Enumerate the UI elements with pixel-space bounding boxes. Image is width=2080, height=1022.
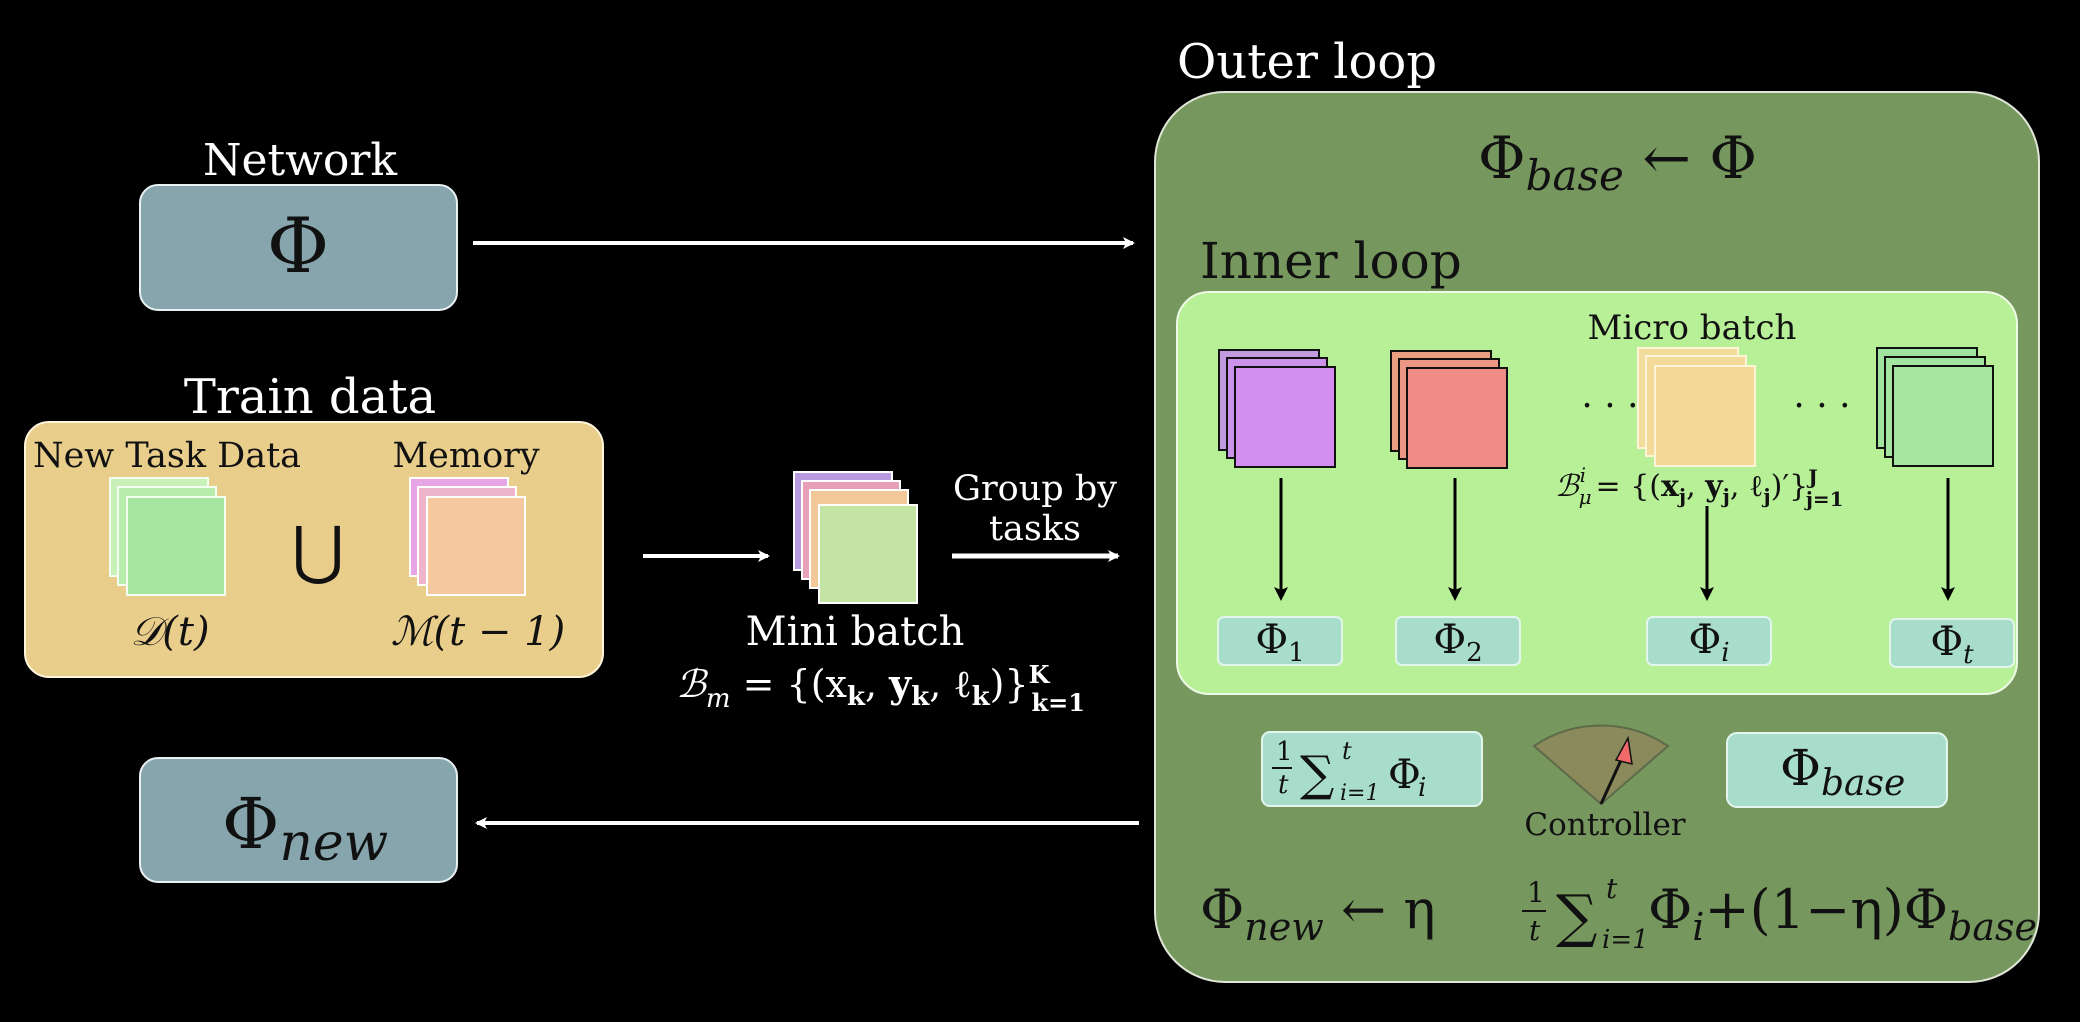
micro-batch-formula: ℬμi = {(xj, yj, ℓj)′}J j=1 — [1555, 463, 1844, 511]
green-task-stack — [1876, 347, 1994, 467]
svg-text:i: i — [1418, 773, 1426, 803]
phi-base-main: Φ — [1780, 739, 1821, 797]
memory-stack — [409, 477, 526, 596]
update-mid-sub: i — [1692, 905, 1704, 949]
memory-formula: ℳ(t − 1) — [391, 609, 565, 655]
micro-batch-label: Micro batch — [1588, 308, 1797, 348]
new-task-label: New Task Data — [33, 436, 301, 476]
phi-2-chip: Φ2 — [1395, 616, 1521, 668]
base-assign-arrow: ← Φ — [1624, 124, 1757, 192]
group-by-line2: tasks — [989, 509, 1081, 549]
base-assign-main: Φ — [1478, 124, 1526, 192]
base-assign-sub: base — [1526, 151, 1624, 200]
svg-text:Φ2: Φ2 — [1433, 617, 1482, 668]
mini-batch-formula-main: ℬ — [676, 662, 709, 706]
update-rule-formula: Φnew ← η 1 t ∑ t i=1 Φi+(1−η)Φbase — [1200, 872, 2037, 955]
network-title: Network — [203, 135, 397, 186]
phi-t-chip: Φt — [1889, 618, 2015, 670]
svg-text:i=1: i=1 — [1340, 781, 1379, 806]
svg-text:t: t — [1278, 770, 1289, 800]
mini-batch-formula-body: = {(x — [731, 662, 847, 706]
average-chip: 1 t ∑ t i=1 Φ i — [1261, 731, 1483, 807]
update-lhs: Φ — [1200, 878, 1244, 941]
svg-text:Φbase: Φbase — [1780, 739, 1905, 804]
ellipsis-right: · · · — [1793, 386, 1850, 427]
phi-base-chip: Φbase — [1726, 732, 1948, 808]
svg-text:t: t — [1529, 914, 1541, 947]
new-task-formula: 𝒟(t) — [130, 609, 209, 655]
controller-gauge — [1532, 724, 1670, 806]
update-mid: Φ — [1648, 878, 1692, 941]
svg-text:Φi: Φi — [1688, 617, 1729, 668]
svg-text:Φnew ← η: Φnew ← η — [1200, 878, 1436, 949]
svg-text:Φi+(1−η)Φbase: Φi+(1−η)Φbase — [1648, 878, 2037, 949]
svg-text:Φ: Φ — [1388, 752, 1421, 798]
inner-loop-box — [1176, 291, 2018, 695]
output-sub: new — [279, 813, 388, 873]
update-lhs-sub: new — [1244, 905, 1324, 949]
mini-batch-formula: ℬm = {(xk, yk, ℓk)}K k=1 — [676, 660, 1085, 717]
mini-batch-formula-sub: m — [706, 684, 731, 714]
mini-batch-stack — [793, 471, 918, 604]
controller-label: Controller — [1524, 807, 1685, 843]
group-by-line1: Group by — [953, 469, 1117, 509]
memory-label: Memory — [392, 436, 540, 476]
base-assign-formula: Φbase ← Φ — [1478, 124, 1757, 200]
phi-i-chip: Φi — [1646, 616, 1772, 668]
phi-1-chip: Φ1 — [1217, 616, 1343, 668]
output-symbol: Φ — [222, 783, 279, 865]
svg-text:1: 1 — [1276, 737, 1293, 767]
network-symbol: Φ — [267, 201, 329, 290]
union-symbol: ⋃ — [292, 514, 345, 588]
red-task-stack — [1390, 350, 1508, 469]
ellipsis-left: · · · — [1581, 386, 1638, 427]
update-arrow: ← η — [1324, 878, 1436, 941]
phi-base-sub: base — [1821, 763, 1905, 804]
output-box — [139, 757, 458, 883]
svg-text:i=1: i=1 — [1602, 925, 1649, 955]
average-sum: ∑ — [1300, 746, 1334, 802]
update-sum: ∑ — [1556, 882, 1597, 950]
svg-text:t: t — [1342, 737, 1352, 765]
update-base-sub: base — [1948, 905, 2037, 949]
new-task-data-stack — [109, 477, 226, 596]
svg-text:Φt: Φt — [1930, 619, 1974, 670]
svg-text:Φ1: Φ1 — [1255, 617, 1304, 668]
output-formula: Φnew — [222, 783, 388, 873]
mini-batch-title: Mini batch — [746, 609, 965, 655]
update-plus: +(1−η)Φ — [1704, 878, 1948, 941]
purple-task-stack — [1218, 349, 1336, 468]
mini-batch-formula-tail: )} — [990, 662, 1029, 706]
network-box — [139, 184, 458, 311]
outer-loop-title: Outer loop — [1177, 34, 1437, 90]
svg-text:1: 1 — [1527, 876, 1545, 909]
inner-loop-title: Inner loop — [1200, 232, 1462, 290]
yellow-task-stack — [1637, 347, 1756, 467]
svg-text:t: t — [1606, 872, 1618, 905]
train-data-title: Train data — [184, 369, 436, 425]
